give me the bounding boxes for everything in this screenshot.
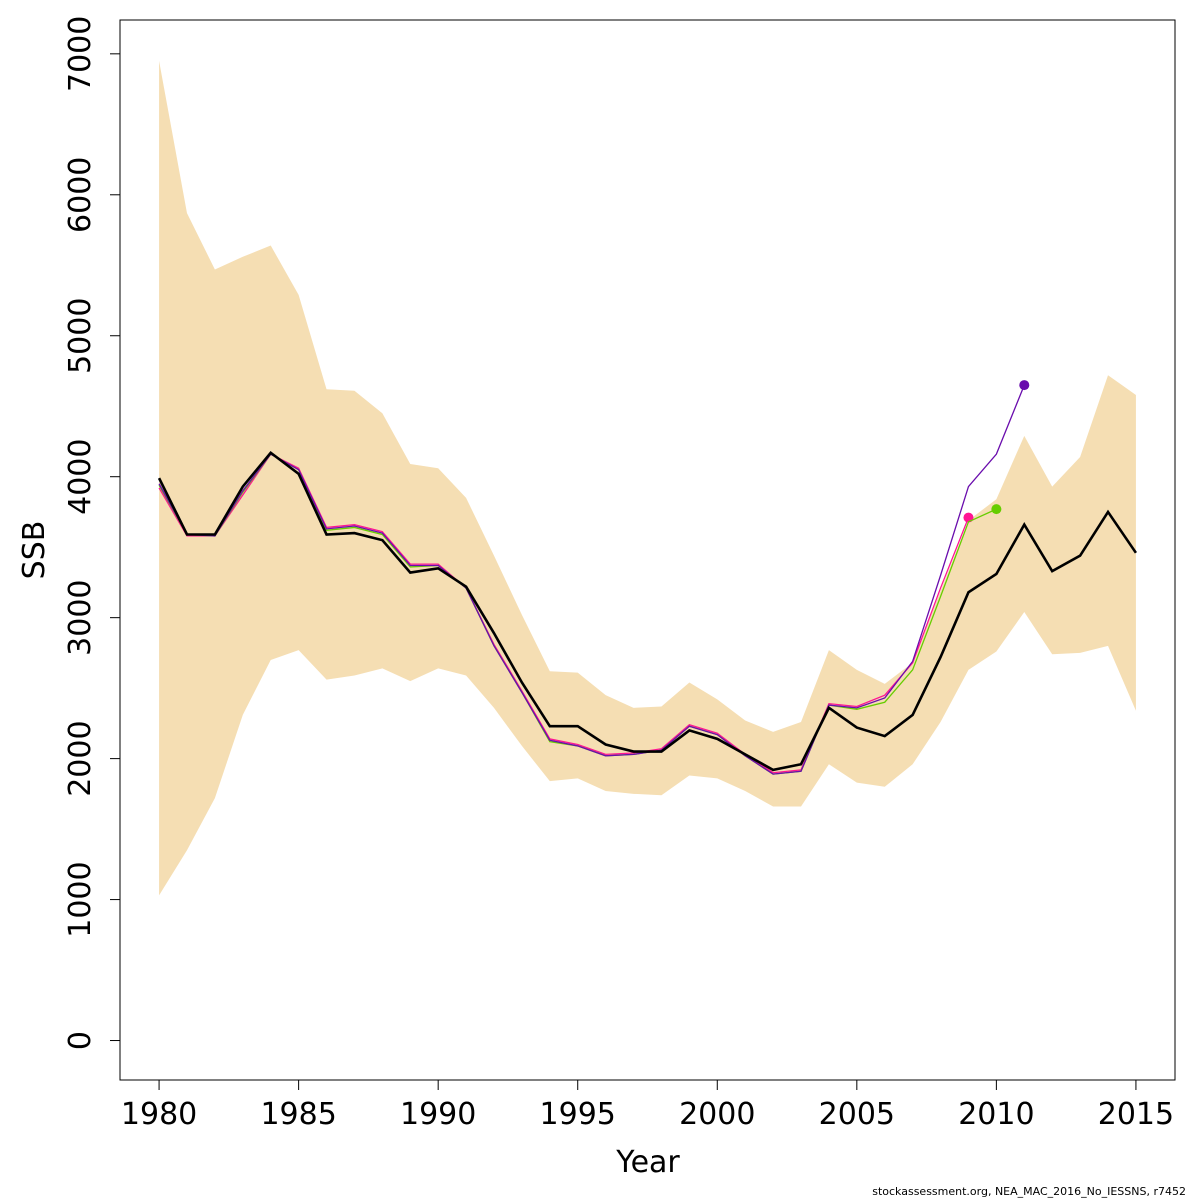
retro-line-2011 [158, 384, 1025, 775]
confidence-band [159, 60, 1136, 896]
x-tick-label: 1980 [121, 1097, 197, 1132]
y-tick-label: 2000 [63, 720, 98, 796]
x-tick-label: 2010 [958, 1097, 1034, 1132]
x-axis-title: Year [615, 1145, 680, 1180]
retro-endpoint-2010 [991, 504, 1002, 515]
y-tick-label: 0 [63, 1031, 98, 1050]
retrospective-lines-layer [158, 380, 1030, 775]
x-tick-label: 1995 [540, 1097, 616, 1132]
y-tick-label: 1000 [63, 861, 98, 937]
x-tick-label: 2000 [679, 1097, 755, 1132]
retro-endpoint-2011 [1019, 380, 1030, 391]
y-tick-label: 7000 [63, 16, 98, 92]
footer-credit: stockassessment.org, NEA_MAC_2016_No_IES… [872, 1185, 1186, 1198]
y-tick-label: 3000 [63, 579, 98, 655]
axes-layer: 1980 1985 1990 1995 2000 2005 2010 2015 0 1000 200… [63, 16, 1176, 1132]
y-tick-label: 4000 [63, 439, 98, 515]
x-tick-label: 1985 [260, 1097, 336, 1132]
x-tick-label: 1990 [400, 1097, 476, 1132]
confidence-band-layer [159, 60, 1136, 896]
retro-endpoint-2009 [963, 512, 974, 523]
retro-line-2009 [158, 453, 970, 774]
estimate-line [157, 450, 1137, 772]
estimate-line-layer [157, 450, 1137, 772]
y-tick-label: 5000 [63, 298, 98, 374]
x-tick-label: 2005 [819, 1097, 895, 1132]
y-axis-title: SSB [17, 521, 52, 580]
x-tick-label: 2015 [1098, 1097, 1174, 1132]
y-tick-label: 6000 [63, 157, 98, 233]
